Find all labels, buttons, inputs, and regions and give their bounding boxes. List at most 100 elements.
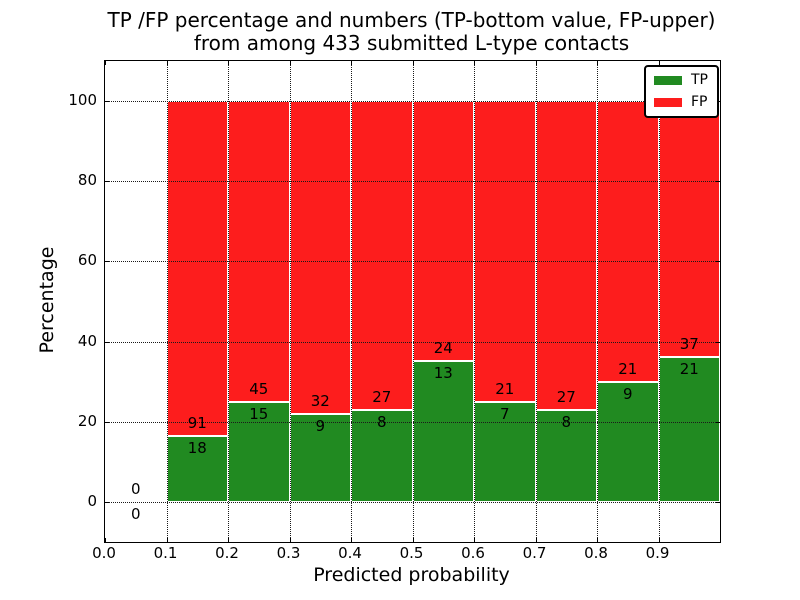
x-tick-label: 0.1 — [153, 544, 178, 562]
y-tick-mark — [716, 261, 720, 263]
x-tick-mark — [166, 61, 168, 65]
y-tick-mark — [105, 501, 109, 503]
x-tick-mark — [535, 61, 537, 65]
fp-bar-segment — [166, 101, 228, 436]
x-tick-mark — [412, 61, 414, 65]
fp-count-label: 32 — [310, 391, 330, 410]
legend-row: TP — [654, 73, 708, 87]
fp-bar-segment — [228, 101, 290, 402]
fp-count-label: 91 — [187, 413, 207, 432]
tp-count-label: 15 — [249, 404, 269, 423]
v-gridline — [597, 61, 598, 542]
x-tick-mark — [228, 61, 229, 65]
x-tick-mark — [658, 61, 660, 65]
x-tick-mark — [351, 61, 352, 65]
tp-count-label: 8 — [376, 413, 387, 432]
x-tick-mark — [228, 538, 229, 542]
tp-bar-segment — [351, 410, 413, 502]
y-tick-mark — [105, 181, 109, 183]
v-gridline — [289, 61, 291, 542]
tp-bar-segment — [228, 401, 290, 502]
x-tick-mark — [289, 61, 291, 65]
fp-count-label: 0 — [130, 479, 141, 498]
tp-count-label: 0 — [130, 504, 141, 523]
fp-count-label: 27 — [556, 388, 576, 407]
x-axis-label: Predicted probability — [313, 564, 510, 586]
fp-bar-segment — [597, 101, 659, 382]
y-tick-label: 80 — [77, 171, 97, 190]
x-tick-label: 0.6 — [461, 544, 485, 562]
fp-count-label: 24 — [433, 339, 453, 358]
x-tick-mark — [105, 61, 106, 65]
tp-bar-segment — [412, 361, 474, 502]
y-tick-mark — [716, 421, 720, 423]
fp-bar-segment — [351, 101, 413, 411]
v-gridline — [474, 61, 475, 542]
tp-legend-label: TP — [691, 72, 708, 88]
v-gridline — [351, 61, 352, 542]
chart-title: TP /FP percentage and numbers (TP-bottom… — [104, 9, 719, 55]
x-tick-label: 0.7 — [522, 544, 547, 562]
y-tick-mark — [105, 261, 109, 263]
x-tick-mark — [166, 538, 168, 542]
fp-bar-segment — [474, 101, 536, 402]
tp-count-label: 8 — [561, 413, 572, 432]
x-tick-label: 0.0 — [92, 544, 116, 562]
y-tick-mark — [716, 501, 720, 503]
fp-bar-segment — [412, 101, 474, 362]
x-tick-label: 0.3 — [276, 544, 301, 562]
x-tick-mark — [474, 538, 475, 542]
tp-count-label: 21 — [679, 359, 699, 378]
fp-count-label: 21 — [495, 379, 515, 398]
fp-count-label: 45 — [249, 379, 269, 398]
tp-bar-segment — [658, 356, 720, 502]
tp-count-label: 18 — [187, 438, 207, 457]
y-tick-mark — [105, 341, 109, 343]
x-tick-mark — [412, 538, 414, 542]
x-tick-mark — [351, 538, 352, 542]
fp-legend-swatch — [654, 97, 682, 107]
x-tick-mark — [535, 538, 537, 542]
y-tick-label: 20 — [77, 411, 97, 430]
tp-count-label: 7 — [499, 404, 510, 423]
x-tick-mark — [289, 538, 291, 542]
x-tick-label: 0.8 — [584, 544, 608, 562]
v-gridline — [535, 61, 537, 542]
tp-count-label: 9 — [622, 384, 633, 403]
y-tick-mark — [716, 181, 720, 183]
v-gridline — [166, 61, 168, 542]
v-gridline — [228, 61, 229, 542]
fp-bar-segment — [535, 101, 597, 411]
x-tick-mark — [597, 538, 598, 542]
legend-row: FP — [654, 95, 708, 109]
x-tick-mark — [105, 538, 106, 542]
chart-title-line2: from among 433 submitted L-type contacts — [193, 31, 630, 55]
fp-legend-label: FP — [691, 94, 708, 110]
fp-count-label: 27 — [372, 388, 392, 407]
y-tick-label: 40 — [77, 331, 97, 350]
v-gridline — [412, 61, 414, 542]
x-tick-mark — [474, 61, 475, 65]
y-tick-label: 100 — [68, 91, 97, 110]
x-tick-mark — [597, 61, 598, 65]
fp-bar-segment — [289, 101, 351, 414]
fp-bar-segment — [658, 101, 720, 357]
plot-area: TP FP 0 0 91 18 45 15 32 9 27 8 24 13 21 7 27 8 21 9 37 21 — [104, 60, 721, 543]
x-tick-label: 0.5 — [399, 544, 424, 562]
legend: TP FP — [644, 65, 719, 118]
y-tick-label: 60 — [77, 251, 97, 270]
y-tick-label: 0 — [87, 491, 97, 510]
x-tick-label: 0.4 — [338, 544, 362, 562]
y-tick-mark — [716, 341, 720, 343]
y-tick-mark — [105, 421, 109, 423]
tp-count-label: 9 — [315, 416, 326, 435]
fp-count-label: 37 — [679, 334, 699, 353]
tp-bar-segment — [535, 410, 597, 502]
x-tick-label: 0.9 — [645, 544, 670, 562]
fp-count-label: 21 — [618, 359, 638, 378]
tp-count-label: 13 — [433, 364, 453, 383]
x-tick-mark — [658, 538, 660, 542]
v-gridline — [658, 61, 660, 542]
y-tick-mark — [105, 101, 109, 103]
